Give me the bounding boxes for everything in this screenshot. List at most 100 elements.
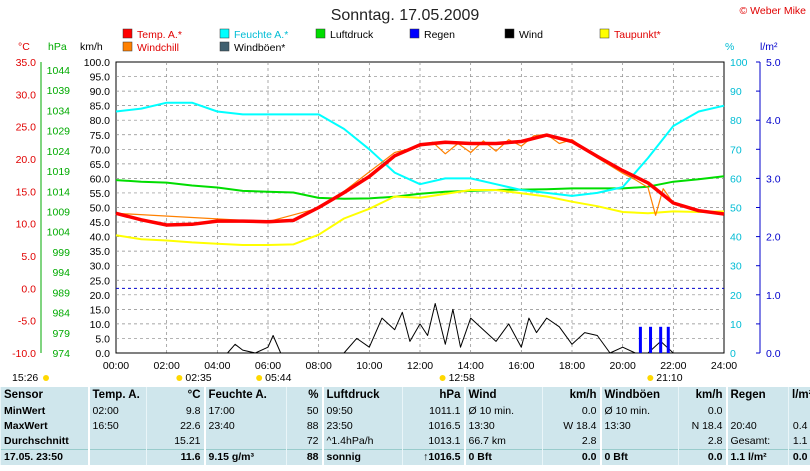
stats-cell: Gesamt: — [725, 434, 789, 450]
sun-marker — [176, 375, 183, 381]
stats-cell: 0.0 — [678, 404, 727, 419]
legend-swatch-0 — [122, 28, 133, 39]
stats-row-label: Durchschnitt — [0, 434, 89, 450]
hdr-hum: Feuchte A. — [203, 387, 287, 404]
pressure-tick-label: 1044 — [47, 65, 71, 77]
stats-cell: 16:50 — [87, 419, 147, 434]
stats-cell: 1.1 l/m² — [725, 449, 789, 465]
wind-tick-label: 95.0 — [90, 72, 111, 84]
wind-tick-label: 60.0 — [90, 173, 111, 185]
hdr-wind: Wind — [463, 387, 543, 404]
stats-cell: ^1.4hPa/h — [321, 434, 403, 450]
legend-swatch-3 — [409, 28, 420, 39]
series-line-luftdruck — [115, 175, 725, 200]
pressure-tick-label: 994 — [52, 267, 70, 279]
stats-cell: sonnig — [321, 449, 403, 465]
pressure-tick-label: 1034 — [47, 105, 71, 117]
humidity-tick-label: 10 — [730, 319, 742, 331]
stats-cell: 1013.1 — [402, 434, 465, 450]
pressure-tick-label: 1014 — [47, 186, 71, 198]
hdr-gust-unit: km/h — [678, 387, 727, 404]
stats-row: 17.05. 23:50 11.6 9.15 g/m³ 88 sonnig ↑1016.5… — [0, 449, 810, 465]
rain-bar — [638, 326, 642, 353]
stats-cell: 0 Bft — [599, 449, 679, 465]
x-tick-label: 22:00 — [660, 360, 686, 372]
sun-event-label: 21:10 — [656, 372, 682, 384]
wind-tick-label: 85.0 — [90, 101, 111, 113]
stats-cell: 13:30 — [463, 419, 543, 434]
stats-cell: 1.1 — [788, 434, 810, 450]
hdr-wind-unit: km/h — [542, 387, 601, 404]
hdr-press: Luftdruck — [321, 387, 403, 404]
stats-cell: 88 — [286, 419, 323, 434]
legend-swatch-1 — [219, 28, 230, 39]
humidity-tick-label: 90 — [730, 86, 742, 98]
stats-row: Durchschnitt 15.21 72 ^1.4hPa/h 1013.1 66.7 k… — [0, 434, 810, 450]
wind-tick-label: 30.0 — [90, 261, 111, 273]
unit-pressure: hPa — [48, 41, 67, 53]
wind-tick-label: 55.0 — [90, 188, 111, 200]
stats-cell: 9.15 g/m³ — [203, 449, 287, 465]
rain-bar — [666, 326, 670, 353]
rain-tick-label: 5.0 — [766, 57, 781, 69]
x-tick-label: 08:00 — [306, 360, 332, 372]
sun-marker — [256, 375, 263, 381]
stats-row-label: MaxWert — [0, 419, 89, 434]
pressure-tick-label: 989 — [52, 287, 70, 299]
rain-tick-label: 0.0 — [766, 348, 781, 360]
stats-cell: N 18.4 — [678, 419, 727, 434]
hdr-gust: Windböen — [599, 387, 679, 404]
stats-cell: 0.0 — [542, 449, 601, 465]
legend-label-6: Windchill — [137, 42, 179, 54]
hdr-press-unit: hPa — [402, 387, 465, 404]
stats-cell: 0.4 — [788, 419, 810, 434]
pressure-tick-label: 999 — [52, 247, 70, 259]
rain-bar — [649, 326, 653, 353]
pressure-tick-label: 1019 — [47, 166, 71, 178]
legend: Temp. A.* Feuchte A.* Luftdruck Regen Wind Ta… — [122, 28, 661, 54]
stats-cell: ↑1016.5 — [402, 449, 465, 465]
series-line-tempa — [115, 133, 725, 227]
stats-cell: 20:40 — [725, 419, 789, 434]
sun-event-label: 02:35 — [185, 372, 211, 384]
stats-cell — [203, 434, 287, 450]
temp-tick-label: 30.0 — [16, 89, 37, 101]
credit-text: © Weber Mike — [740, 5, 807, 17]
hdr-rain: Regen — [725, 387, 789, 404]
x-tick-label: 24:00 — [711, 360, 737, 372]
unit-humidity: % — [725, 41, 734, 53]
wind-tick-label: 15.0 — [90, 304, 111, 316]
stats-row-label: MinWert — [0, 404, 89, 419]
stats-cell: 72 — [286, 434, 323, 450]
series-line-taupunkt — [115, 189, 725, 246]
stats-cell: 0.0 — [678, 449, 727, 465]
humidity-tick-label: 20 — [730, 290, 742, 302]
stats-cell — [87, 449, 147, 465]
stats-cell — [87, 434, 147, 450]
x-tick-label: 12:00 — [407, 360, 433, 372]
unit-wind: km/h — [80, 41, 103, 53]
legend-label-0: Temp. A.* — [137, 29, 182, 41]
hdr-sensor: Sensor — [0, 387, 89, 404]
sun-marker — [647, 375, 654, 381]
unit-temp: °C — [18, 41, 30, 53]
legend-swatch-5 — [599, 28, 610, 39]
sun-event-label: 12:58 — [449, 372, 475, 384]
rain-tick-label: 1.0 — [766, 290, 781, 302]
legend-swatch-4 — [504, 28, 515, 39]
legend-label-4: Wind — [519, 29, 543, 41]
rain-tick-label: 4.0 — [766, 115, 781, 127]
legend-swatch-2 — [315, 28, 326, 39]
humidity-tick-label: 60 — [730, 173, 742, 185]
grid — [116, 62, 724, 353]
legend-label-3: Regen — [424, 29, 455, 41]
wind-tick-label: 0.0 — [95, 348, 110, 360]
temp-tick-label: -5.0 — [18, 316, 36, 328]
wind-tick-label: 40.0 — [90, 232, 111, 244]
pressure-tick-label: 974 — [52, 348, 70, 360]
series-layer — [115, 101, 725, 354]
stats-cell: 02:00 — [87, 404, 147, 419]
stats-cell: 0 Bft — [463, 449, 543, 465]
sun-events: 15:26 02:35 05:44 12:58 21:10 — [12, 372, 683, 384]
